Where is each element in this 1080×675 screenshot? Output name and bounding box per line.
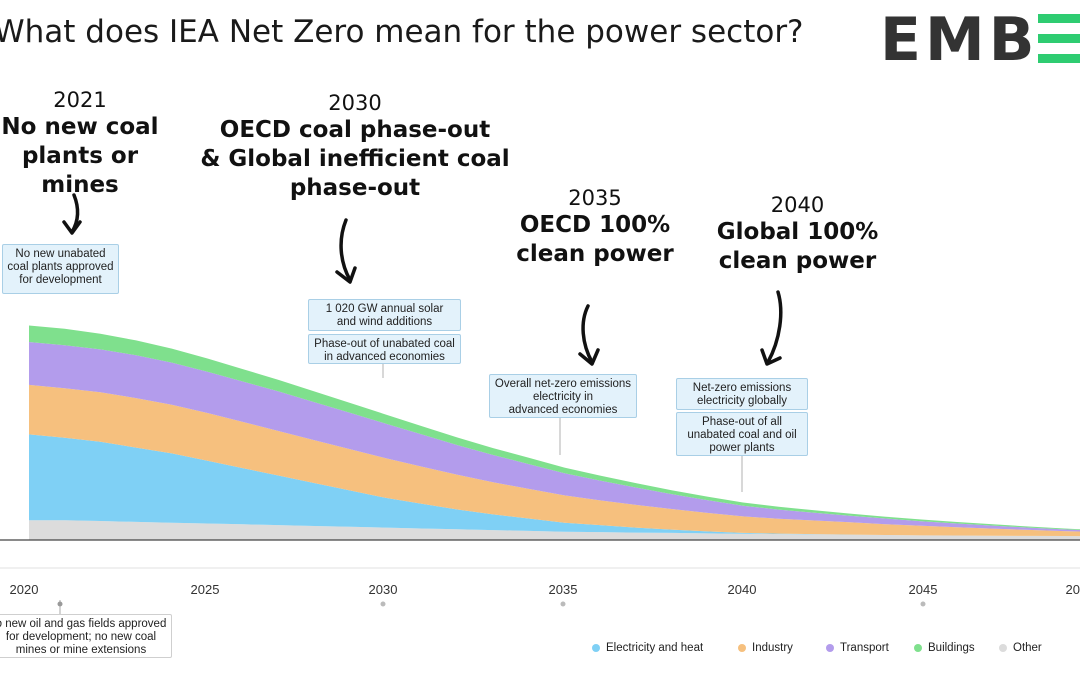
legend-label: Transport [840,642,889,654]
milestone-text: OECD coal phase-out & Global inefficient… [200,117,510,201]
callout-2035: Overall net-zero emissions electricity i… [489,374,637,418]
legend-swatch [738,644,746,652]
milestone-2040: 2040 Global 100% clean power [705,192,890,276]
x-tick-label: 2030 [368,582,398,597]
legend-item-other: Other [999,642,1042,654]
legend-item-transport: Transport [826,642,889,654]
arrow-2030 [339,218,352,282]
legend-swatch [914,644,922,652]
svg-text:EMB: EMB [880,8,1038,66]
legend-swatch [592,644,600,652]
callout-2021: No new unabated coal plants approved for… [2,244,119,294]
arrow-2040 [766,290,783,364]
callout-2021-fields: o new oil and gas fields approved for de… [0,614,172,658]
legend-label: Buildings [928,642,975,654]
milestone-2035: 2035 OECD 100% clean power [505,185,685,269]
milestone-text: OECD 100% clean power [516,212,674,267]
x-tick-label: 2035 [548,582,578,597]
callout-2030-solar-wind: 1 020 GW annual solar and wind additions [308,299,461,331]
x-tick-label: 2025 [190,582,220,597]
callout-2040-netzero: Net-zero emissions electricity globally [676,378,808,410]
callout-2040-phaseout: Phase-out of all unabated coal and oil p… [676,412,808,456]
milestone-text: Global 100% clean power [716,219,879,274]
legend-item-buildings: Buildings [914,642,975,654]
x-tick-label: 2050 [1065,582,1080,597]
milestone-2030: 2030 OECD coal phase-out & Global ineffi… [200,90,510,203]
x-tick-label: 2045 [908,582,938,597]
area-transport [29,342,1080,532]
legend-item-industry: Industry [738,642,793,654]
legend-swatch [826,644,834,652]
callout-2030-coal: Phase-out of unabated coal in advanced e… [308,334,461,364]
area-industry [29,384,1080,537]
legend-label: Other [1013,642,1042,654]
milestone-text: No new coal plants or mines [1,114,159,198]
legend-item-electricity: Electricity and heat [592,642,703,654]
area-other [29,520,1080,540]
ember-logo: EMB [880,8,1080,66]
area-electricity [29,434,1080,537]
arrow-2035 [581,304,594,364]
milestone-year: 2021 [53,88,107,112]
legend-swatch [999,644,1007,652]
legend-label: Electricity and heat [606,642,704,654]
page-title: What does IEA Net Zero mean for the powe… [0,14,804,50]
x-tick-label: 2020 [9,582,39,597]
legend-label: Industry [752,642,793,654]
milestone-year: 2030 [328,91,382,115]
x-tick-label: 2040 [727,582,757,597]
milestone-year: 2035 [568,186,622,210]
area-buildings [29,325,1080,531]
milestone-year: 2040 [770,193,825,217]
milestone-2021: 2021 No new coal plants or mines [0,87,170,200]
